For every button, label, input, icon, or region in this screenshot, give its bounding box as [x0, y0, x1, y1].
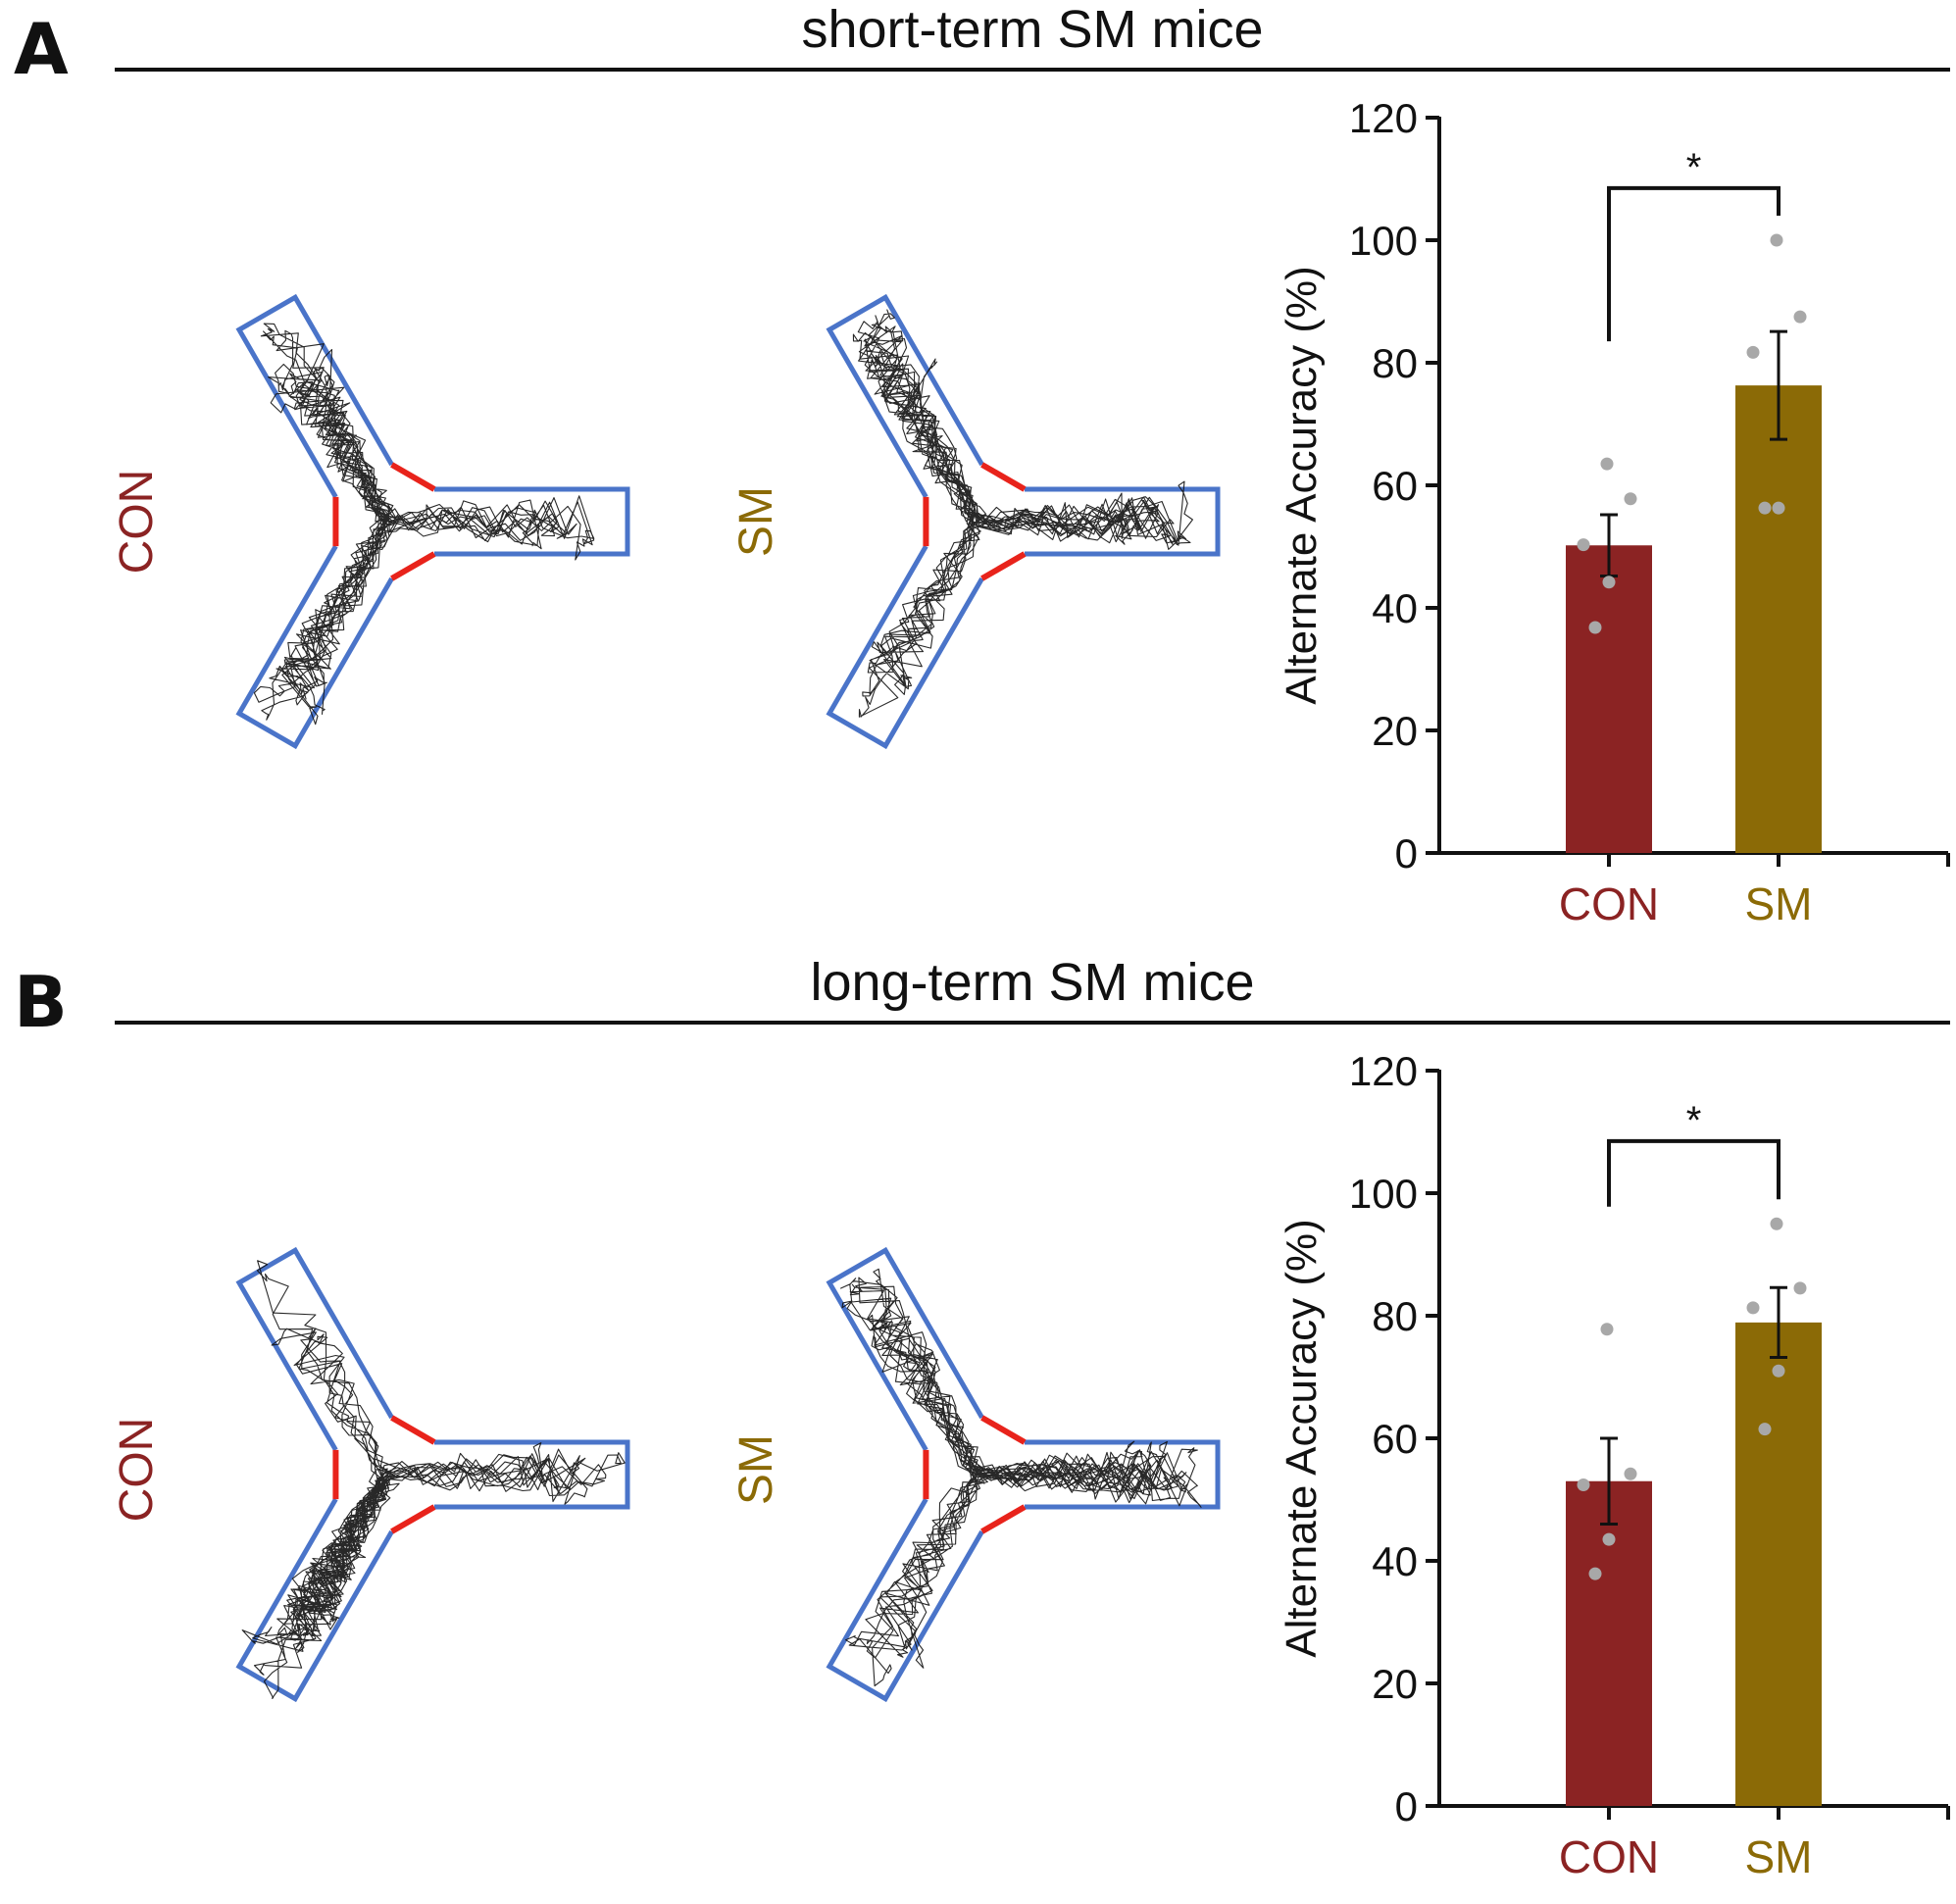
accuracy-bar-chart: Alternate Accuracy (%) 0 20 40 60 80 100 120 CON… [1255, 88, 1956, 946]
arena-arm-outline [1025, 1439, 1221, 1510]
arena-arm-outline [826, 544, 984, 750]
mouse-trajectory [852, 309, 1193, 718]
y-tick-label: 40 [1372, 585, 1418, 631]
con-y-maze-track-svg [235, 293, 630, 750]
con-group-label: CON [111, 469, 163, 575]
y-tick-label: 20 [1372, 708, 1418, 754]
bar-con [1566, 1480, 1652, 1806]
significance-bracket [1607, 185, 1780, 342]
sm-y-maze-track-svg [826, 293, 1221, 750]
arena-door [980, 1415, 1027, 1445]
bar-sm [1735, 385, 1822, 853]
data-point [1758, 1423, 1772, 1436]
chart-svg: Alternate Accuracy (%) 0 20 40 60 80 100 120 CON… [1278, 95, 1950, 929]
y-tick-label: 40 [1372, 1538, 1418, 1584]
y-axis-label: Alternate Accuracy (%) [1278, 1219, 1326, 1658]
significance-marker: * [1686, 1099, 1702, 1142]
y-tick-label: 60 [1372, 463, 1418, 509]
arena-door [980, 1504, 1027, 1534]
bar-con [1566, 545, 1652, 853]
arena-door [390, 551, 436, 581]
arena-arm-outline [235, 544, 394, 750]
significance-bracket [1607, 1138, 1780, 1207]
arena-arm-outline [826, 293, 984, 499]
data-point [1588, 621, 1602, 634]
panel-letter: B [14, 961, 68, 1043]
y-tick-label: 120 [1349, 1048, 1418, 1094]
data-point [1772, 1364, 1785, 1378]
data-point [1577, 538, 1590, 552]
arena-arm-outline [235, 1246, 394, 1452]
data-point [1624, 1467, 1637, 1480]
x-tick-label-sm: SM [1745, 878, 1813, 929]
data-point [1588, 1567, 1602, 1580]
mouse-trajectory [840, 1268, 1202, 1687]
sm-y-maze-track-svg [826, 1246, 1221, 1703]
arena-door [390, 1504, 436, 1534]
sm-group-label: SM [730, 1434, 782, 1505]
x-tick-label-sm: SM [1745, 1831, 1813, 1882]
arena-arm-outline [434, 486, 630, 557]
data-point [1624, 492, 1637, 506]
arena-door [390, 1415, 436, 1445]
data-point [1577, 1478, 1590, 1491]
data-point [1602, 576, 1616, 589]
arena-door [980, 462, 1027, 492]
con-y-maze-track-svg [235, 1246, 630, 1703]
panel-b: B long-term SM mice CON SM Alternate Acc… [0, 953, 1956, 1899]
data-point [1746, 1301, 1760, 1315]
arena-arm-outline [826, 1246, 984, 1452]
data-point [1770, 233, 1783, 247]
arena-arm-outline [434, 1439, 630, 1510]
y-tick-label: 120 [1349, 95, 1418, 141]
data-point [1770, 1217, 1783, 1230]
arena-arm-outline [1025, 486, 1221, 557]
data-point [1772, 501, 1785, 515]
panel-title: short-term SM mice [801, 0, 1264, 59]
data-point [1602, 1532, 1616, 1546]
bar-sm [1735, 1322, 1822, 1806]
arena-door [980, 551, 1027, 581]
data-point [1793, 310, 1807, 324]
y-tick-label: 0 [1395, 1783, 1418, 1829]
mouse-trajectory [241, 1260, 626, 1699]
con-y-maze-track [191, 267, 642, 781]
arena-arm-outline [826, 1497, 984, 1703]
accuracy-bar-chart: Alternate Accuracy (%) 0 20 40 60 80 100 120 CON… [1255, 1041, 1956, 1899]
x-tick-label-con: CON [1559, 878, 1659, 929]
panel-letter: A [14, 8, 69, 90]
data-point [1793, 1281, 1807, 1295]
data-point [1746, 345, 1760, 359]
y-tick-label: 0 [1395, 830, 1418, 877]
arena-door [390, 462, 436, 492]
y-tick-label: 80 [1372, 1293, 1418, 1339]
sm-y-maze-track [781, 267, 1232, 781]
panel-title: long-term SM mice [810, 953, 1255, 1012]
arena-arm-outline [235, 1497, 394, 1703]
x-tick-label-con: CON [1559, 1831, 1659, 1882]
con-group-label: CON [111, 1417, 163, 1523]
con-y-maze-track [191, 1220, 642, 1734]
data-point [1758, 501, 1772, 515]
data-point [1600, 1323, 1614, 1336]
chart-svg: Alternate Accuracy (%) 0 20 40 60 80 100 120 CON… [1278, 1048, 1950, 1882]
data-point [1600, 457, 1614, 471]
title-rule [115, 68, 1950, 72]
title-rule [115, 1021, 1950, 1025]
significance-marker: * [1686, 146, 1702, 189]
y-tick-label: 60 [1372, 1416, 1418, 1462]
panel-a: A short-term SM mice CON SM Alternate Ac… [0, 0, 1956, 946]
y-tick-label: 80 [1372, 340, 1418, 386]
y-tick-label: 20 [1372, 1661, 1418, 1707]
y-tick-label: 100 [1349, 218, 1418, 264]
sm-group-label: SM [730, 486, 782, 557]
sm-y-maze-track [781, 1220, 1232, 1734]
y-axis-label: Alternate Accuracy (%) [1278, 266, 1326, 705]
mouse-trajectory [253, 323, 595, 726]
arena-arm-outline [235, 293, 394, 499]
y-tick-label: 100 [1349, 1171, 1418, 1217]
